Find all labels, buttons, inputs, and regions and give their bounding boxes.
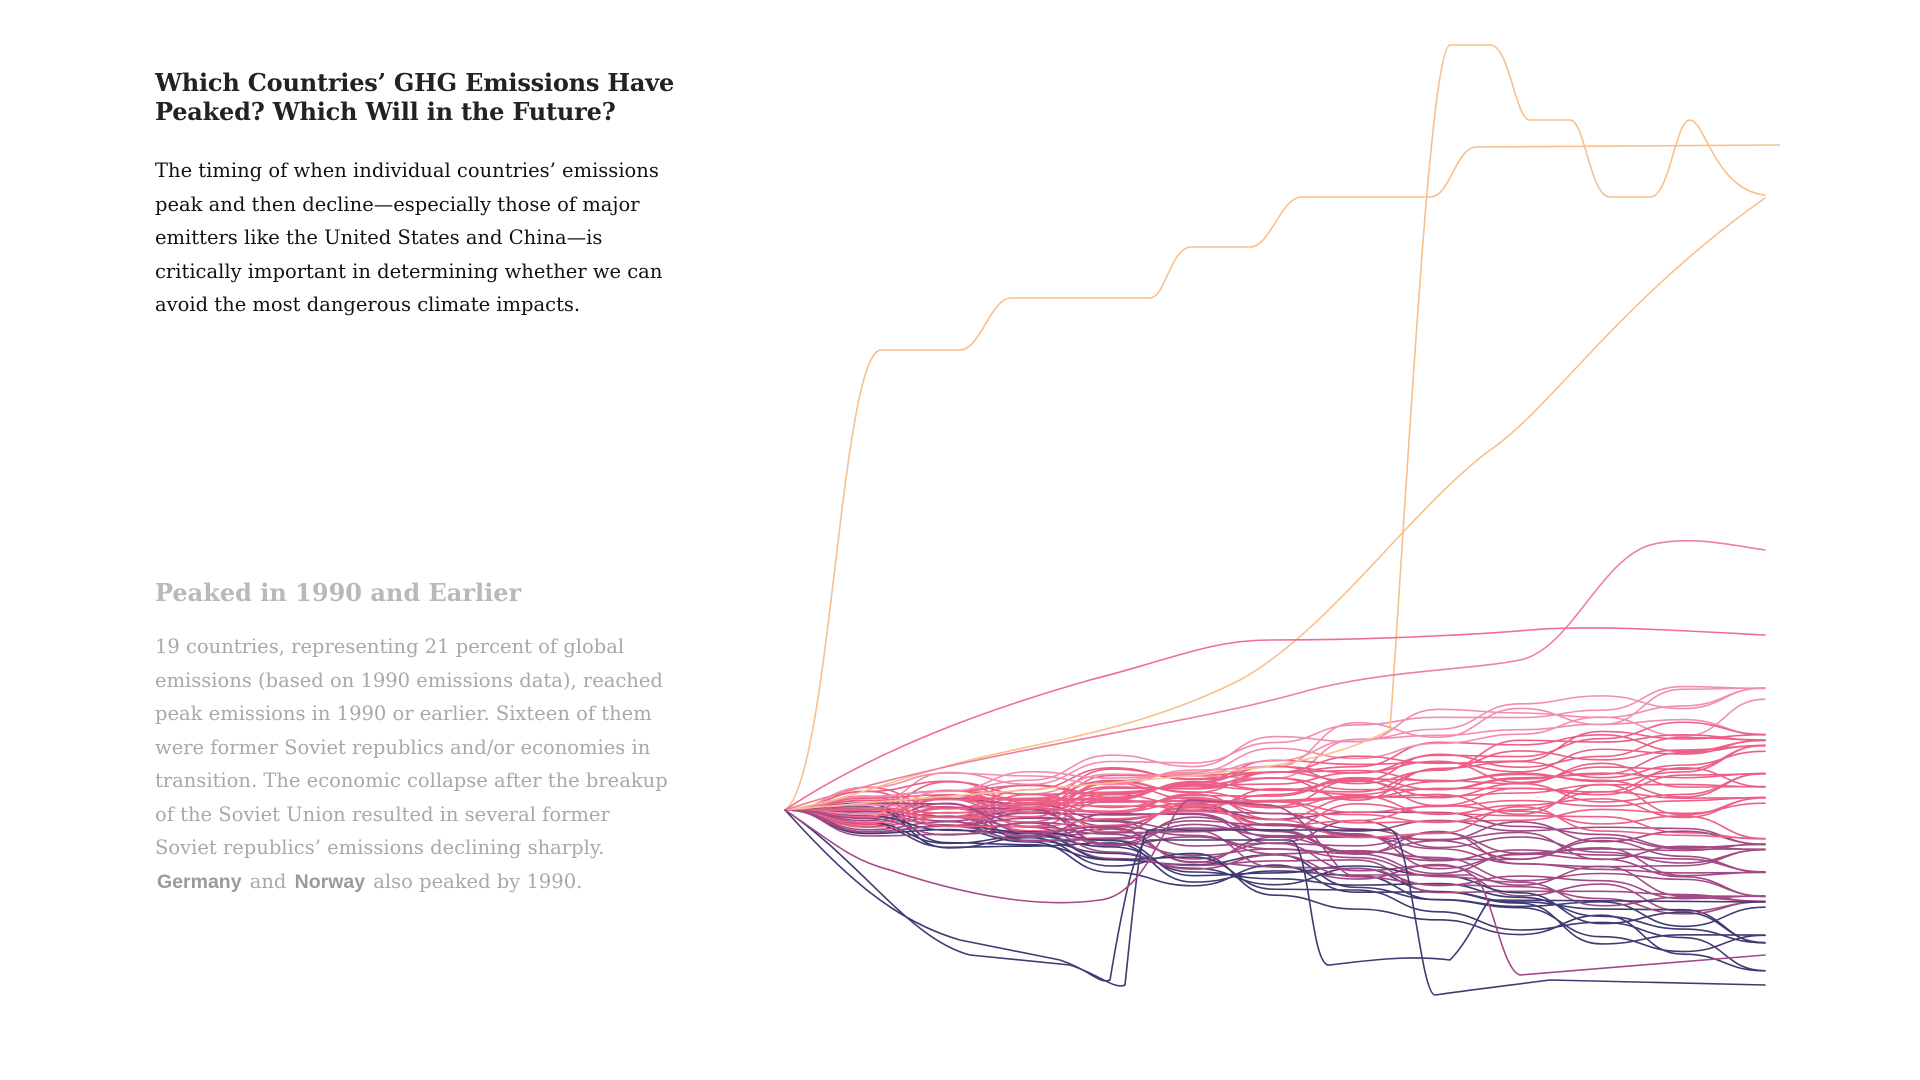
series-line-low [784, 799, 1766, 976]
series-line [784, 795, 1766, 840]
intro-paragraph: The timing of when individual countries’… [155, 159, 663, 316]
series-line [784, 809, 1766, 944]
series-line [784, 805, 1766, 972]
series-line [784, 772, 1766, 814]
connector-text: and [249, 869, 287, 893]
series-line [784, 802, 1766, 873]
section-title: Peaked in 1990 and Earlier [155, 578, 522, 607]
section-body: 19 countries, representing 21 percent of… [155, 630, 675, 899]
country-germany[interactable]: Germany [157, 870, 242, 893]
series-line-rise [784, 539, 1766, 811]
country-norway[interactable]: Norway [294, 870, 366, 893]
series-line [784, 686, 1766, 811]
series-line-spike [784, 44, 1766, 811]
intro-panel: Which Countries’ GHG Emissions Have Peak… [155, 68, 675, 322]
section-body-text: 19 countries, representing 21 percent of… [155, 635, 668, 859]
series-line [784, 762, 1766, 819]
series-line [784, 736, 1766, 811]
series-line-rise-2 [784, 627, 1766, 811]
section-peaked-1990: Peaked in 1990 and Earlier 19 countries,… [155, 578, 675, 899]
series-line [784, 809, 1766, 877]
series-line-lowest-2 [784, 809, 1766, 996]
series-line-highest [784, 144, 1780, 811]
series-line [784, 809, 1766, 972]
series-line-lowest [784, 809, 1766, 982]
page-title: Which Countries’ GHG Emissions Have Peak… [155, 68, 675, 126]
series-line [784, 772, 1766, 818]
section-body-end: also peaked by 1990. [373, 869, 583, 893]
emissions-line-chart [784, 44, 1780, 996]
series-line [784, 809, 1766, 907]
